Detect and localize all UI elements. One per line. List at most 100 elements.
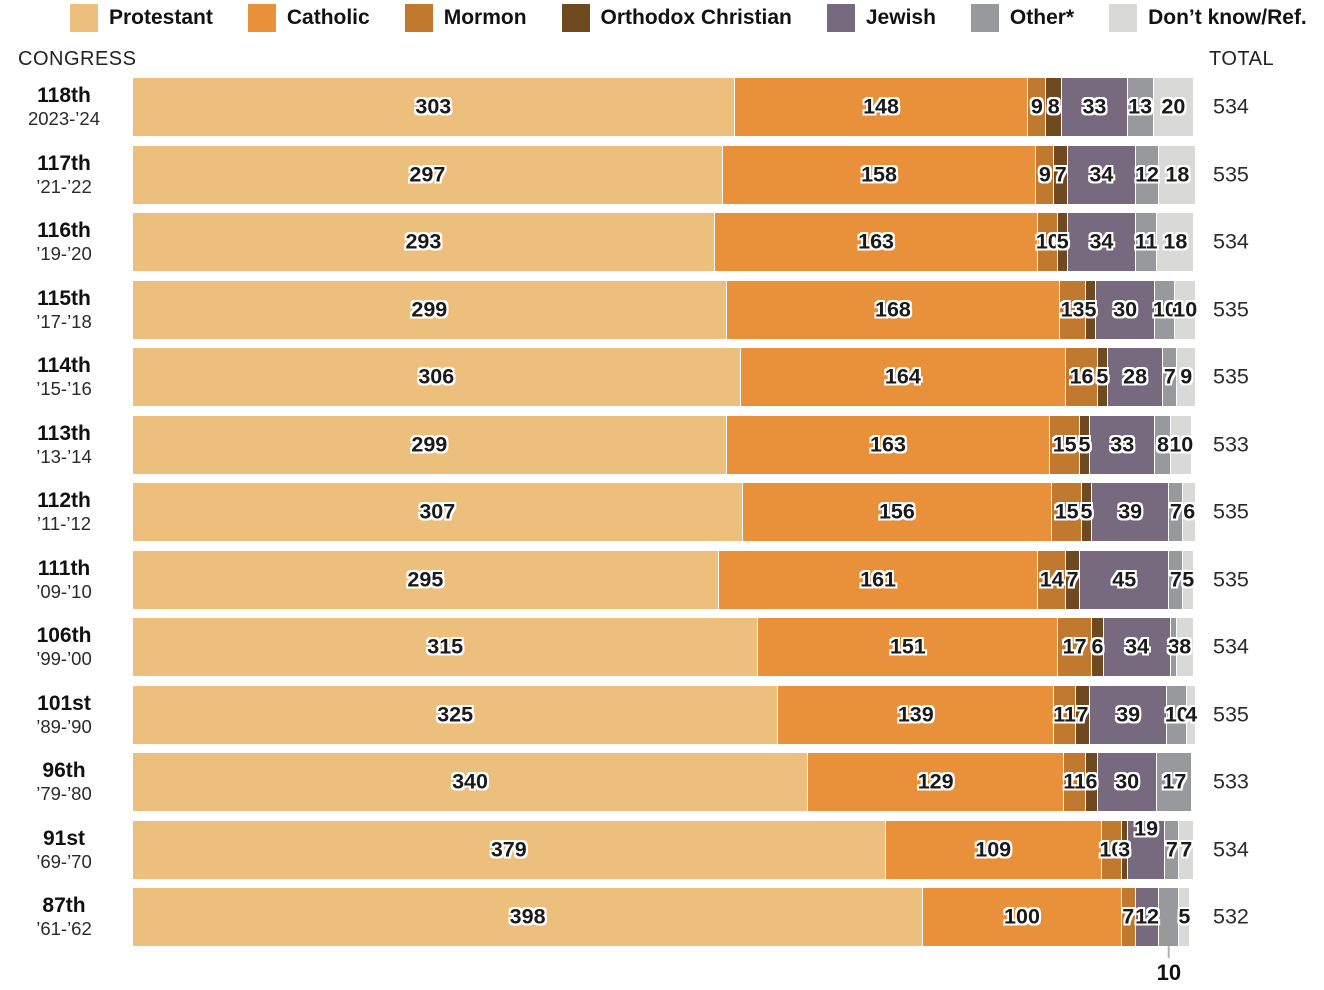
segment-value: 7 (1165, 837, 1178, 861)
congress-years: 2023-’24 (27, 107, 100, 129)
segment-value: 161 (860, 567, 896, 591)
segment-value: 9 (1030, 94, 1043, 119)
segment-value: 148 (863, 94, 899, 119)
segment-value: 299 (411, 432, 448, 456)
segment-value: 8 (1179, 634, 1192, 659)
segment-value: 9 (1180, 364, 1193, 389)
bar-segment-catholic: 129 (808, 753, 1065, 811)
stacked-bar: 306 164 16 5 28 7 9 (133, 348, 1196, 406)
congress-column-header: CONGRESS (18, 48, 137, 70)
bar-segment-don-t-know-ref: 7 (1179, 820, 1194, 879)
bar-segment-mormon: 7 (1121, 888, 1136, 946)
bar-segment-orthodox-christian: 6 (1091, 618, 1104, 676)
segment-value: 17 (1162, 769, 1187, 794)
congress-years: ’89-’90 (36, 715, 92, 737)
bar-segment-other: 12 (1135, 145, 1160, 204)
orthodox-christian-swatch-icon (561, 4, 590, 32)
bar-segment-protestant: 295 (133, 550, 719, 609)
bar-segment-don-t-know-ref: 9 (1177, 348, 1196, 406)
row-total: 535 (1213, 702, 1249, 726)
congress-years: ’15-’16 (36, 377, 92, 399)
jewish-swatch-icon (826, 4, 855, 32)
congress-name: 91st (42, 826, 86, 850)
bar-segment-jewish: 30 (1095, 280, 1156, 339)
row-106th: 106th ’99-’00 315 151 17 6 34 3 8 534 (0, 618, 1324, 676)
bar-segment-orthodox-christian: 7 (1066, 550, 1081, 609)
row-label: 111th ’09-’10 (0, 556, 128, 602)
bar-segment-don-t-know-ref: 10 (1169, 415, 1193, 474)
segment-value: 293 (405, 229, 442, 254)
legend-item-jewish: Jewish (826, 4, 936, 32)
segment-value: 163 (858, 229, 894, 254)
segment-value: 8 (1047, 94, 1060, 119)
bar-segment-protestant: 315 (133, 618, 759, 676)
bar-segment-orthodox-christian: 7 (1054, 145, 1069, 204)
segment-value: 7 (1163, 364, 1176, 389)
segment-value: 6 (1085, 769, 1098, 794)
segment-value: 34 (1089, 229, 1114, 254)
bar-segment-other: 10 (1165, 685, 1189, 744)
segment-value: 3 (1167, 634, 1180, 659)
bar-segment-protestant: 307 (133, 483, 743, 541)
bar-segment-protestant: 299 (133, 280, 727, 339)
bar-segment-jewish: 30 (1097, 753, 1158, 811)
bar-segment-catholic: 100 (923, 888, 1122, 946)
segment-value: 129 (917, 769, 954, 794)
segment-value: 3 (1118, 837, 1131, 861)
congress-years: ’09-’10 (36, 580, 92, 602)
congress-name: 96th (42, 758, 86, 782)
segment-value: 4 (1185, 702, 1198, 726)
bar-segment-mormon: 9 (1036, 145, 1055, 204)
congress-years: ’61-’62 (36, 917, 92, 939)
segment-value: 168 (874, 297, 911, 321)
bar-segment-orthodox-christian: 7 (1076, 685, 1090, 744)
row-total: 535 (1213, 567, 1249, 591)
segment-value: 109 (975, 837, 1012, 861)
congress-name: 116th (37, 218, 91, 242)
bar-segment-protestant: 303 (133, 78, 735, 136)
bar-segment-mormon: 10 (1099, 820, 1123, 879)
bar-segment-jewish: 39 (1089, 685, 1168, 744)
row-label: 118th 2023-’24 (0, 84, 128, 130)
row-total: 534 (1213, 634, 1249, 659)
bar-segment-don-t-know-ref: 5 (1182, 550, 1194, 609)
row-114th: 114th ’15-’16 306 164 16 5 28 7 9 535 (0, 348, 1324, 406)
bar-segment-other: 11 (1135, 213, 1158, 271)
bar-segment-don-t-know-ref: 4 (1185, 685, 1198, 744)
segment-value: 18 (1165, 162, 1190, 186)
segment-value: 11 (1053, 702, 1077, 726)
segment-value: 15 (1052, 432, 1077, 456)
stacked-bar: 315 151 17 6 34 3 8 (133, 618, 1194, 676)
segment-value: 10 (1173, 297, 1198, 321)
segment-value: 19 (1134, 816, 1159, 841)
segment-value: 7 (1066, 567, 1079, 591)
bar-segment-mormon: 15 (1050, 415, 1081, 474)
segment-value: 20 (1161, 94, 1186, 119)
row-label: 87th ’61-’62 (0, 894, 128, 940)
segment-value: 5 (1096, 364, 1109, 389)
bar-segment-catholic: 168 (726, 280, 1061, 339)
congress-years: ’19-’20 (36, 242, 92, 264)
segment-value: 10 (1035, 229, 1060, 254)
row-96th: 96th ’79-’80 340 129 11 6 30 17 533 (0, 753, 1324, 811)
segment-value: 379 (490, 837, 527, 861)
segment-value: 7 (1076, 702, 1089, 726)
segment-value: 7 (1180, 837, 1193, 861)
segment-value: 12 (1135, 904, 1160, 929)
bar-segment-jewish: 39 (1091, 483, 1170, 541)
row-total: 532 (1213, 904, 1249, 929)
bar-segment-other: 7 (1169, 550, 1184, 609)
row-118th: 118th 2023-’24 303 148 9 8 33 13 20 534 (0, 78, 1324, 136)
row-117th: 117th ’21-’22 297 158 9 7 34 12 18 535 (0, 145, 1324, 204)
stacked-bar: 295 161 14 7 45 7 5 (133, 550, 1194, 609)
bar-segment-other: 17 (1157, 753, 1192, 811)
legend-label: Jewish (865, 6, 936, 29)
segment-value: 34 (1089, 162, 1114, 186)
stacked-bar: 299 163 15 5 33 8 10 (133, 415, 1193, 474)
stacked-bar: 398 100 7 12 10 5 (133, 888, 1190, 985)
segment-value: 39 (1116, 702, 1141, 726)
bar-segment-orthodox-christian: 5 (1096, 348, 1109, 406)
row-label: 113th ’13-’14 (0, 421, 128, 467)
bar-segment-mormon: 17 (1058, 618, 1092, 676)
bar-segment-protestant: 379 (133, 820, 886, 879)
